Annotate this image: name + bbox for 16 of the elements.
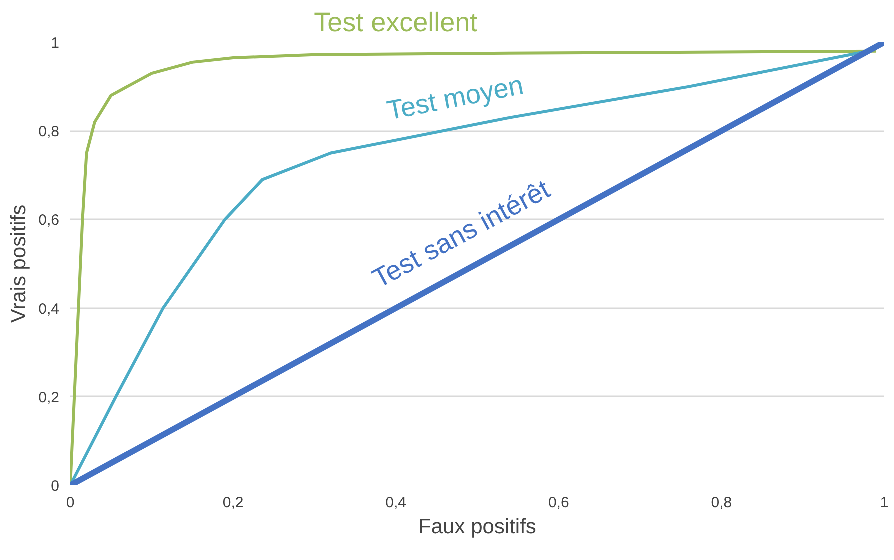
x-tick-label: 0,8 [711,494,732,512]
series-label: Test excellent [314,8,478,38]
y-tick-label: 0,2 [38,389,60,406]
y-tick-label: 1 [51,35,60,52]
text: Test moyen [384,70,526,126]
y-tick-label: 0,6 [38,212,60,230]
x-axis-title: Faux positifs [418,516,536,538]
y-tick-label: 0 [51,478,60,495]
x-tick-label: 0,4 [386,494,407,512]
x-tick-label: 0 [66,494,75,512]
x-tick-label: 0,6 [548,494,570,512]
y-axis-title: Vrais positifs [8,204,31,324]
y-tick-label: 0,4 [38,300,60,318]
y-tick-label: 0,8 [38,124,60,141]
x-tick-label: 1 [880,494,889,512]
x-tick-label: 0,2 [222,494,244,512]
